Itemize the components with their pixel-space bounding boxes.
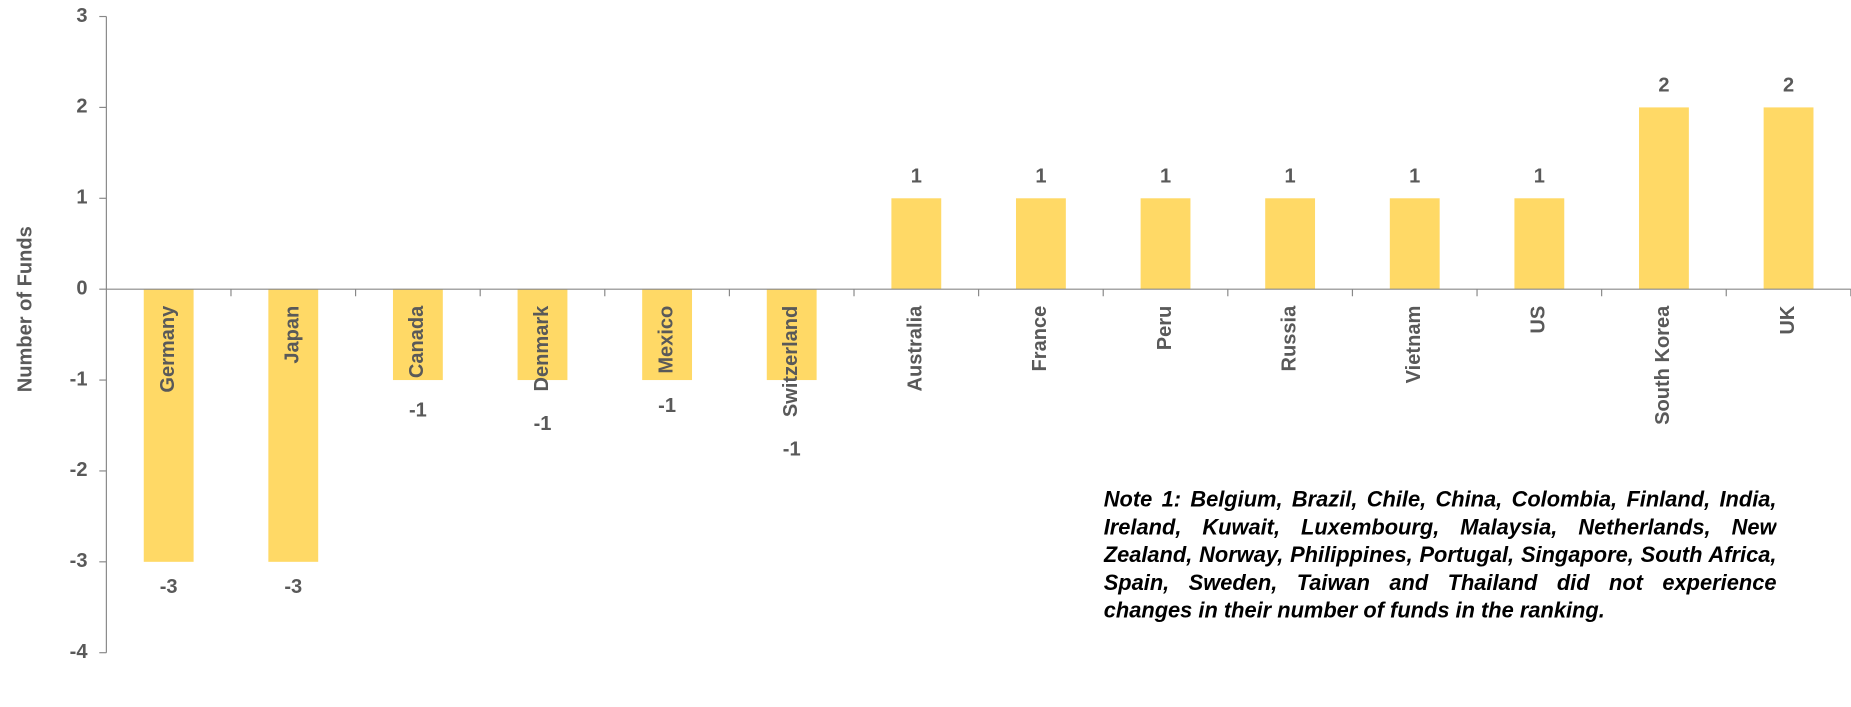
x-tick-label: Denmark (531, 305, 553, 392)
bar (1639, 107, 1689, 290)
note: Note 1: Belgium, Brazil, Chile, China, C… (1103, 486, 1777, 623)
x-tick-label: US (1528, 306, 1550, 334)
value-label: 1 (1409, 165, 1420, 187)
y-tick-label: 2 (76, 96, 87, 118)
bar (891, 198, 942, 290)
y-tick-label: 0 (76, 277, 87, 299)
bar (1140, 198, 1191, 290)
bar (1763, 107, 1814, 290)
value-label: -1 (409, 399, 427, 421)
value-label: -3 (160, 576, 178, 598)
value-label: -1 (534, 413, 552, 435)
bar (1389, 198, 1440, 290)
value-label: 1 (911, 165, 922, 187)
x-tick-label: Japan (282, 306, 304, 364)
value-label: 2 (1783, 74, 1794, 96)
bar (1265, 198, 1316, 290)
bar (392, 289, 443, 381)
y-tick-label: 1 (76, 187, 87, 209)
bar (268, 289, 319, 562)
x-tick-label: Germany (157, 305, 179, 393)
note-box: Note 1: Belgium, Brazil, Chile, China, C… (1103, 486, 1777, 623)
y-tick-label: 3 (76, 5, 87, 27)
x-tick-label: UK (1777, 305, 1799, 334)
x-tick-label: Russia (1278, 305, 1300, 372)
value-label: 1 (1160, 165, 1171, 187)
bar (1015, 198, 1066, 290)
x-tick-label: Mexico (655, 306, 677, 374)
bar (143, 289, 194, 562)
x-tick-label: Peru (1154, 306, 1176, 351)
value-label: -1 (783, 438, 801, 460)
x-tick-label: South Korea (1652, 305, 1674, 425)
x-tick-label: Switzerland (780, 306, 802, 417)
y-tick-label: -2 (70, 459, 88, 481)
x-tick-label: France (1029, 306, 1051, 372)
value-label: -3 (284, 576, 302, 598)
x-tick-label: Vietnam (1403, 306, 1425, 384)
bar (517, 289, 568, 381)
x-tick-label: Australia (905, 305, 927, 392)
y-tick-label: -3 (70, 550, 88, 572)
bar (642, 289, 693, 381)
y-axis-title: Number of Funds (14, 226, 36, 392)
value-label: 2 (1658, 74, 1669, 96)
value-label: 1 (1035, 165, 1046, 187)
value-label: 1 (1285, 165, 1296, 187)
bar (1514, 198, 1565, 290)
value-label: 1 (1534, 165, 1545, 187)
y-tick-label: -4 (70, 641, 89, 663)
bar (766, 289, 817, 381)
value-label: -1 (658, 395, 676, 417)
x-tick-label: Canada (406, 305, 428, 378)
y-tick-label: -1 (70, 368, 88, 390)
